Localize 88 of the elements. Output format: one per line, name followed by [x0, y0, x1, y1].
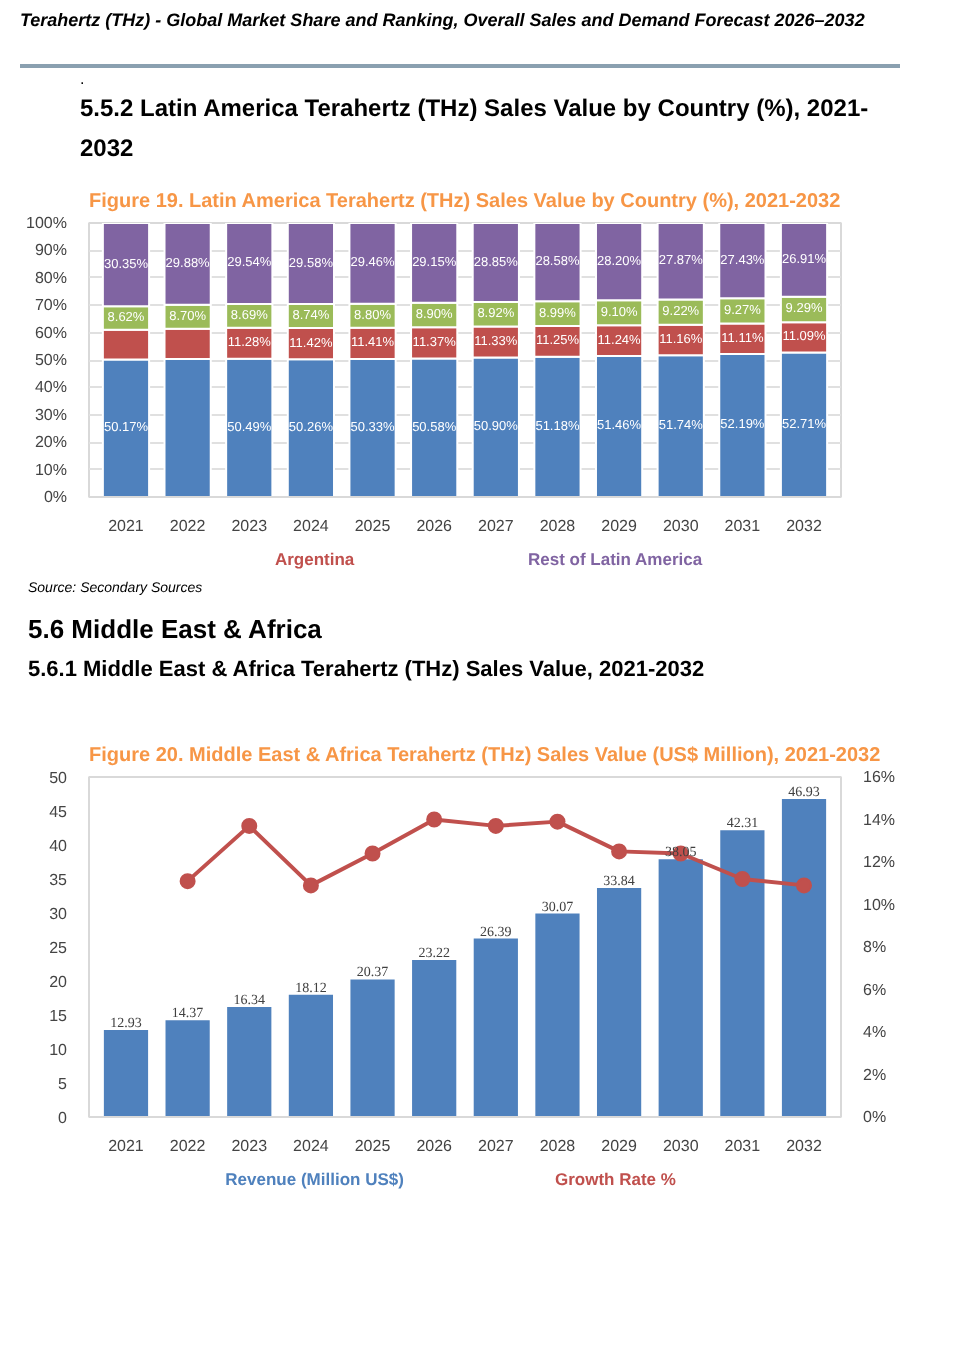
- y-tick-label: 80%: [34, 268, 68, 287]
- x-tick-label: 2029: [601, 1137, 638, 1155]
- x-tick-label: 2023: [231, 517, 269, 535]
- text: Growth Rate %: [554, 1169, 677, 1189]
- y2-tick-label: 2%: [863, 1065, 887, 1084]
- point: [487, 817, 504, 834]
- y2-tick-label: 14%: [863, 810, 896, 829]
- bar: [471, 936, 520, 1117]
- x-tick-label: 2031: [724, 1137, 762, 1155]
- y2-tick-label: 4%: [863, 1023, 887, 1041]
- y-tick-label: 10: [49, 1041, 69, 1059]
- y-tick-label: 45: [49, 803, 69, 821]
- point: [241, 817, 258, 834]
- point: [302, 877, 319, 894]
- y-tick-label: 20%: [34, 433, 68, 452]
- point: [796, 877, 813, 894]
- y-tick-label: 90%: [34, 241, 68, 260]
- y-tick-label: 25: [49, 939, 69, 957]
- y-tick-label: 15: [49, 1007, 69, 1025]
- x-tick-label: 2025: [354, 1137, 392, 1155]
- x-tick-label: 2022: [169, 1137, 207, 1155]
- chart-title: Figure 19. Latin America Terahertz (THz) Sales Value by Country (%), 2021-2032: [89, 191, 842, 213]
- x-tick-label: 2021: [108, 1137, 145, 1155]
- x-tick-label: 2023: [231, 1137, 269, 1155]
- text: .: [80, 68, 85, 91]
- bar: [533, 911, 582, 1117]
- y2-tick-label: 16%: [863, 768, 896, 786]
- x-tick-label: 2022: [169, 517, 207, 535]
- x-tick-label: 2028: [539, 1137, 577, 1155]
- text: Argentina: [274, 549, 355, 569]
- y-tick-label: 10%: [34, 460, 68, 479]
- y-tick-label: 35: [49, 871, 69, 889]
- bar: [656, 857, 705, 1117]
- x-tick-label: 2024: [293, 517, 330, 535]
- text: 5.6.1 Middle East & Africa Terahertz (THz) Sales Value, 2021-2032: [28, 656, 705, 686]
- x-tick-label: 2030: [662, 1137, 700, 1155]
- y-tick-label: 100%: [26, 214, 68, 232]
- x-tick-label: 2028: [539, 517, 577, 535]
- y-tick-label: 40%: [34, 378, 68, 397]
- y-tick-label: 30%: [34, 405, 68, 424]
- point: [549, 813, 566, 830]
- point: [611, 843, 628, 860]
- chart-title: Figure 20. Middle East & Africa Terahertz (THz) Sales Value (US$ Million), 2021-2032: [89, 745, 882, 767]
- y-tick-label: 40: [49, 837, 69, 855]
- y2-tick-label: 8%: [863, 938, 887, 956]
- point: [426, 811, 443, 828]
- y-tick-label: 30: [49, 905, 69, 923]
- x-tick-label: 2032: [786, 517, 823, 535]
- y2-tick-label: 0%: [863, 1108, 887, 1126]
- x-tick-label: 2027: [478, 1137, 515, 1155]
- x-tick-label: 2026: [416, 1137, 454, 1155]
- bar: [286, 992, 336, 1117]
- x-tick-label: 2024: [293, 1137, 330, 1155]
- point: [734, 871, 751, 887]
- y2-tick-label: 10%: [863, 895, 896, 914]
- y-tick-label: 5: [58, 1075, 69, 1093]
- text: 5.5.2 Latin America Terahertz (THz) Sales Value by Country (%), 2021-2032: [80, 92, 871, 166]
- text: Revenue (Million US$): [225, 1169, 405, 1189]
- y-tick-label: 70%: [34, 296, 68, 315]
- y-tick-label: 50: [49, 769, 69, 787]
- x-tick-label: 2031: [724, 517, 762, 535]
- x-tick-label: 2029: [601, 517, 638, 535]
- text: 5.6 Middle East & Africa: [28, 612, 322, 648]
- text: Terahertz (THz) - Global Market Share and Ranking, Overall Sales and Demand Forecast 2026–2032: [20, 8, 865, 34]
- x-tick-label: 2027: [478, 517, 515, 535]
- bar: [163, 1018, 212, 1117]
- point: [179, 873, 196, 890]
- x-tick-label: 2026: [416, 517, 454, 535]
- y-tick-label: 0: [58, 1109, 69, 1127]
- point: [364, 845, 381, 862]
- y2-tick-label: 6%: [863, 980, 887, 999]
- bar: [225, 1004, 274, 1117]
- y2-tick-label: 12%: [863, 853, 896, 871]
- bar: [779, 796, 829, 1117]
- x-tick-label: 2025: [354, 517, 392, 535]
- x-tick-label: 2030: [662, 517, 700, 535]
- y-tick-label: 20: [49, 973, 69, 991]
- bar: [410, 958, 459, 1117]
- y-tick-label: 50%: [34, 351, 68, 369]
- bar: [718, 828, 767, 1117]
- x-tick-label: 2021: [108, 517, 145, 535]
- x-tick-label: 2032: [786, 1137, 823, 1155]
- bar: [101, 1028, 151, 1117]
- bar: [594, 885, 644, 1117]
- y-tick-label: 60%: [34, 323, 68, 342]
- bar: [348, 977, 397, 1117]
- y-tick-label: 0%: [43, 488, 67, 506]
- text: Rest of Latin America: [528, 549, 703, 569]
